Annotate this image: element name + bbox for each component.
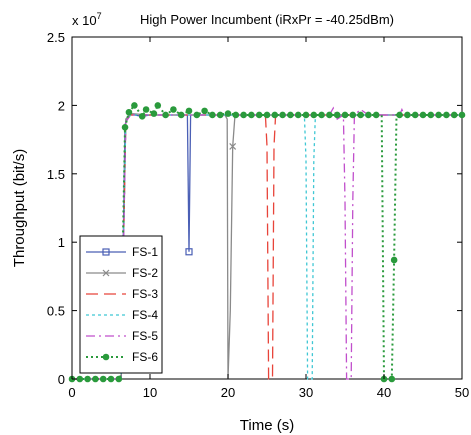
legend-label-FS-6: FS-6 bbox=[132, 350, 158, 364]
legend-box bbox=[79, 235, 163, 374]
legend-label-FS-2: FS-2 bbox=[132, 266, 158, 280]
series-marker-FS-6-12 bbox=[150, 110, 158, 117]
x-tick-label-1: 10 bbox=[143, 385, 157, 400]
series-marker-FS-6-25 bbox=[248, 111, 255, 119]
series-marker-FS-6-15 bbox=[170, 106, 177, 113]
legend: FS-1 FS-2 FS-3 FS-4 FS-5 FS-6 bbox=[79, 235, 163, 374]
chart-title: High Power Incumbent (iRxPr = -40.25dBm) bbox=[140, 12, 394, 27]
series-marker-FS-6-6 bbox=[115, 375, 123, 383]
x-tick-label-3: 30 bbox=[299, 385, 313, 400]
y-axis-label: Throughput (bit/s) bbox=[11, 149, 28, 267]
series-marker-FS-6-10 bbox=[138, 113, 146, 120]
series-marker-FS-6-3 bbox=[92, 375, 99, 383]
y-axis-exponent-power: 7 bbox=[97, 11, 102, 21]
series-marker-FS-6-32 bbox=[302, 111, 310, 119]
series-marker-FS-6-46 bbox=[404, 111, 411, 119]
axes-layer bbox=[71, 36, 463, 380]
series-marker-FS-6-50 bbox=[435, 111, 442, 119]
legend-label-FS-5: FS-5 bbox=[132, 329, 158, 343]
ticks-layer: 0 10 20 30 40 50 0 0.5 1 1.5 2 2.5 bbox=[47, 30, 469, 400]
series-marker-FS-6-44 bbox=[390, 256, 398, 264]
series-marker-FS-6-51 bbox=[443, 111, 450, 119]
series-marker-FS-6-43 bbox=[388, 375, 396, 383]
series-marker-FS-1-0 bbox=[185, 248, 193, 256]
series-marker-FS-6-16 bbox=[177, 111, 185, 119]
series-marker-FS-6-9 bbox=[131, 102, 138, 109]
series-marker-FS-6-36 bbox=[333, 111, 341, 119]
series-marker-FS-6-40 bbox=[365, 111, 372, 119]
series-marker-FS-6-29 bbox=[279, 111, 286, 119]
y-tick-label-1: 0.5 bbox=[47, 304, 65, 319]
series-marker-FS-6-31 bbox=[294, 111, 302, 119]
series-marker-FS-6-2 bbox=[84, 375, 91, 383]
series-marker-FS-6-38 bbox=[349, 111, 357, 119]
series-marker-FS-6-48 bbox=[419, 111, 427, 119]
series-marker-FS-6-22 bbox=[224, 110, 232, 117]
series-marker-FS-6-4 bbox=[99, 375, 107, 383]
series-marker-FS-6-30 bbox=[287, 111, 294, 119]
series-marker-FS-6-14 bbox=[162, 111, 169, 119]
series-marker-FS-6-1 bbox=[76, 375, 84, 383]
y-axis-exponent: x 107 bbox=[72, 11, 102, 28]
legend-marker-FS-6 bbox=[102, 353, 110, 361]
y-tick-label-5: 2.5 bbox=[47, 30, 65, 45]
legend-marker-FS-2 bbox=[102, 269, 110, 277]
series-marker-FS-6-53 bbox=[458, 111, 466, 119]
series-marker-FS-6-21 bbox=[216, 111, 224, 119]
series-marker-FS-6-11 bbox=[142, 106, 150, 113]
legend-label-FS-4: FS-4 bbox=[132, 308, 158, 322]
series-marker-FS-6-37 bbox=[341, 111, 349, 119]
x-tick-label-0: 0 bbox=[68, 385, 75, 400]
plot-area-frame bbox=[71, 36, 463, 380]
series-marker-FS-6-34 bbox=[318, 111, 325, 119]
series-marker-FS-6-45 bbox=[396, 111, 403, 119]
series-marker-FS-6-52 bbox=[450, 111, 458, 119]
series-marker-FS-6-13 bbox=[154, 102, 162, 109]
series-marker-FS-6-33 bbox=[310, 111, 318, 119]
legend-label-FS-3: FS-3 bbox=[132, 287, 158, 301]
y-tick-label-3: 1.5 bbox=[47, 167, 65, 182]
x-tick-label-5: 50 bbox=[455, 385, 469, 400]
series-marker-FS-6-19 bbox=[201, 107, 208, 115]
series-marker-FS-6-5 bbox=[107, 375, 115, 383]
series-marker-FS-6-8 bbox=[125, 108, 133, 116]
y-axis-exponent-base: x 10 bbox=[72, 13, 97, 28]
series-marker-FS-6-20 bbox=[209, 111, 216, 119]
series-marker-FS-6-39 bbox=[357, 111, 364, 119]
y-tick-label-2: 1 bbox=[58, 235, 65, 250]
series-marker-FS-6-7 bbox=[121, 123, 129, 131]
series-marker-FS-6-23 bbox=[232, 111, 240, 119]
series-marker-FS-2-0-b bbox=[229, 143, 237, 150]
series-marker-FS-6-27 bbox=[263, 111, 271, 119]
y-tick-label-4: 2 bbox=[58, 98, 65, 113]
series-marker-FS-6-28 bbox=[271, 111, 279, 119]
series-marker-FS-6-35 bbox=[326, 111, 333, 119]
series-layer bbox=[68, 102, 466, 383]
y-tick-label-0: 0 bbox=[58, 372, 65, 387]
series-marker-FS-6-47 bbox=[411, 111, 419, 119]
x-tick-label-2: 20 bbox=[221, 385, 235, 400]
legend-marker-FS-2-b bbox=[102, 269, 110, 277]
series-marker-FS-6-26 bbox=[255, 111, 263, 119]
x-tick-label-4: 40 bbox=[377, 385, 391, 400]
series-marker-FS-6-17 bbox=[185, 107, 193, 115]
series-marker-FS-6-49 bbox=[427, 111, 435, 119]
series-marker-FS-2-0 bbox=[229, 143, 237, 150]
series-marker-FS-6-41 bbox=[372, 111, 380, 119]
legend-label-FS-1: FS-1 bbox=[132, 245, 158, 259]
series-marker-FS-6-18 bbox=[193, 111, 201, 119]
legend-marker-FS-1 bbox=[102, 248, 110, 256]
x-axis-label: Time (s) bbox=[240, 417, 294, 434]
series-FS-6 bbox=[68, 102, 466, 383]
series-marker-FS-6-24 bbox=[240, 111, 247, 119]
